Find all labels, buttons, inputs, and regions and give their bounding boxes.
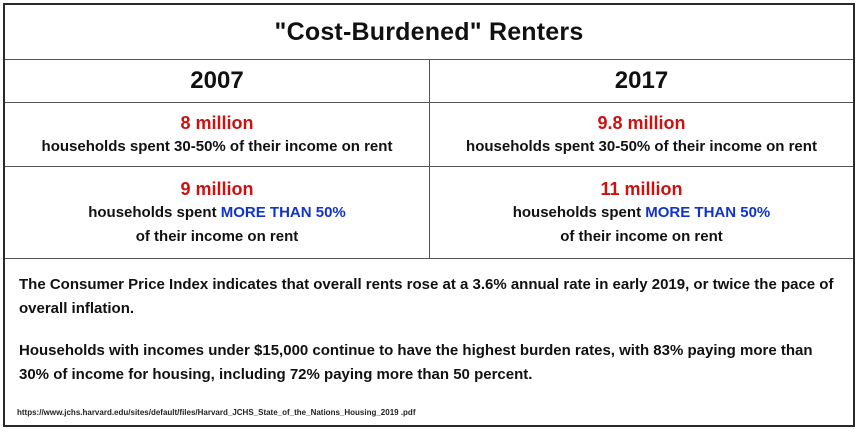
description-highlight: MORE THAN 50% (645, 203, 771, 221)
source-citation: https://www.jchs.harvard.edu/sites/defau… (17, 408, 416, 417)
household-count: 9.8 million (597, 112, 686, 133)
description-suffix: of their income on rent (560, 227, 723, 245)
note-paragraph: Households with incomes under $15,000 co… (19, 342, 813, 383)
cell-2017-30-50: 9.8 million households spent 30-50% of t… (430, 103, 853, 167)
comparison-table: 2007 2017 8 million households spent 30-… (5, 60, 853, 259)
year-label: 2007 (190, 67, 244, 94)
household-description: households spent MORE THAN 50% (88, 201, 346, 225)
cell-2007-over-50: 9 million households spent MORE THAN 50%… (5, 167, 430, 259)
description-highlight: MORE THAN 50% (220, 203, 346, 221)
description-prefix: households spent (512, 203, 646, 221)
cell-2007-30-50: 8 million households spent 30-50% of the… (5, 103, 430, 167)
household-count: 9 million (180, 178, 254, 199)
title-row: "Cost-Burdened" Renters (5, 5, 853, 60)
description-suffix: of their income on rent (135, 227, 299, 245)
note-paragraph: The Consumer Price Index indicates that … (19, 276, 834, 317)
year-label: 2017 (614, 67, 669, 94)
household-description: households spent 30-50% of their income … (41, 137, 393, 155)
household-description: households spent 30-50% of their income … (466, 137, 817, 155)
description-prefix: households spent (88, 203, 221, 221)
year-header-2007: 2007 (5, 60, 430, 103)
household-count: 11 million (600, 178, 683, 199)
household-description: households spent MORE THAN 50% (513, 201, 771, 225)
cell-2017-over-50: 11 million households spent MORE THAN 50… (430, 167, 853, 259)
page-title: "Cost-Burdened" Renters (274, 17, 584, 46)
notes-section: The Consumer Price Index indicates that … (5, 259, 853, 387)
year-header-2017: 2017 (430, 60, 853, 103)
household-count: 8 million (180, 112, 254, 133)
infographic-frame: "Cost-Burdened" Renters 2007 2017 8 mill… (3, 3, 855, 427)
